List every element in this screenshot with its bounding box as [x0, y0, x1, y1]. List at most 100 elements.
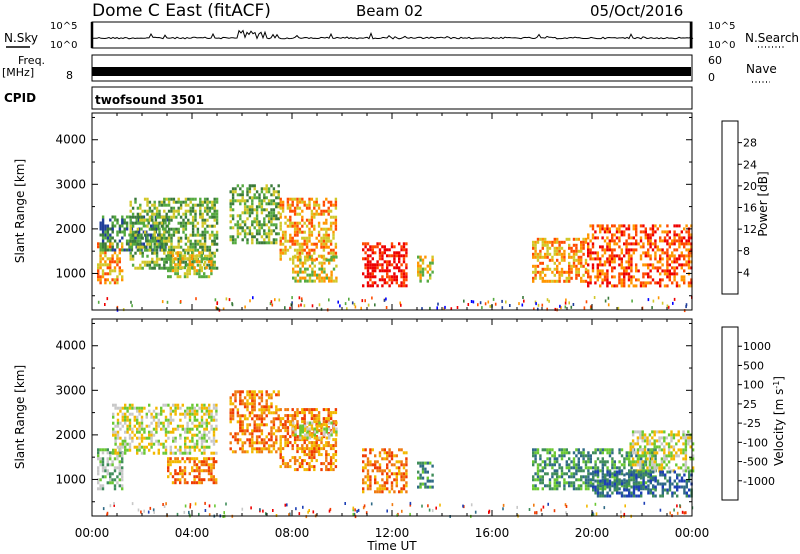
echo-cell	[301, 447, 304, 451]
echo-cell	[683, 473, 686, 477]
echo-cell	[613, 482, 616, 486]
echo-cell	[155, 430, 158, 434]
echo-cell	[289, 423, 292, 427]
echo-cell	[299, 436, 302, 440]
echo-cell	[320, 236, 323, 240]
echo-cell	[315, 245, 318, 249]
echo-cell	[604, 448, 607, 452]
echo-cell	[570, 246, 573, 250]
echo-cell	[174, 409, 177, 413]
echo-cell	[241, 196, 244, 200]
echo-cell	[625, 482, 628, 486]
echo-cell	[303, 447, 306, 451]
echo-cell	[191, 436, 194, 440]
echo-cell	[313, 444, 316, 448]
echo-cell	[211, 206, 214, 210]
echo-cell	[270, 420, 273, 424]
echo-cell	[570, 270, 573, 274]
echo-cell	[594, 251, 597, 255]
echo-cell	[587, 242, 590, 246]
echo-cell	[618, 460, 621, 464]
echo-cell	[618, 245, 621, 249]
echo-cell	[171, 475, 175, 479]
echo-cell	[381, 284, 384, 288]
echo-cell	[215, 424, 218, 428]
echo-cell	[660, 466, 664, 470]
echo-cell	[589, 457, 592, 461]
echo-cell	[388, 454, 391, 458]
echo-cell	[642, 224, 645, 228]
echo-cell	[381, 263, 384, 267]
echo-cell	[189, 233, 192, 237]
echo-cell	[649, 233, 652, 237]
echo-cell	[196, 233, 200, 237]
echo-cell	[641, 436, 644, 440]
echo-cell	[546, 264, 549, 268]
echo-cell	[532, 279, 535, 283]
echo-cell	[402, 260, 406, 264]
echo-cell	[301, 242, 304, 246]
echo-cell	[136, 436, 139, 440]
echo-cell	[284, 444, 287, 448]
echo-cell	[258, 390, 261, 394]
echo-cell	[277, 217, 280, 221]
echo-cell	[186, 430, 189, 434]
echo-cell	[553, 261, 556, 265]
echo-cell	[591, 263, 595, 267]
echo-cell	[113, 457, 117, 461]
echo-cell	[263, 417, 266, 421]
echo-cell	[281, 251, 285, 255]
echo-cell	[542, 505, 545, 509]
echo-cell	[502, 503, 505, 507]
echo-cell	[390, 451, 394, 455]
echo-cell	[589, 275, 592, 279]
echo-cell	[133, 424, 136, 428]
echo-cell	[335, 279, 338, 283]
echo-cell	[301, 465, 304, 469]
echo-cell	[601, 460, 604, 464]
echo-cell	[303, 459, 306, 463]
echo-cell	[659, 494, 662, 498]
echo-cell	[106, 233, 110, 237]
echo-cell	[599, 269, 602, 273]
echo-cell	[317, 414, 321, 418]
echo-cell	[161, 218, 165, 222]
echo-cell	[258, 447, 261, 451]
echo-cell	[630, 470, 633, 474]
echo-cell	[587, 466, 590, 470]
echo-cell	[315, 257, 318, 261]
echo-cell	[558, 240, 561, 244]
echo-cell	[253, 226, 256, 230]
echo-cell	[369, 248, 372, 252]
echo-cell	[680, 236, 683, 240]
echo-cell	[104, 245, 107, 249]
echo-cell	[676, 476, 679, 480]
echo-cell	[212, 406, 216, 410]
echo-cell	[123, 248, 126, 252]
echo-cell	[198, 430, 201, 434]
echo-cell	[165, 239, 168, 243]
echo-cell	[292, 427, 295, 431]
echo-cell	[320, 447, 323, 451]
echo-cell	[208, 233, 212, 237]
echo-cell	[294, 427, 297, 431]
echo-cell	[286, 441, 290, 445]
echo-cell	[641, 433, 644, 437]
echo-cell	[128, 424, 132, 428]
echo-cell	[381, 448, 384, 452]
echo-cell	[213, 236, 216, 240]
echo-cell	[548, 299, 550, 303]
echo-cell	[143, 209, 147, 213]
echo-cell	[572, 475, 576, 479]
echo-cell	[687, 430, 690, 434]
echo-cell	[236, 408, 240, 412]
echo-cell	[182, 248, 185, 252]
echo-cell	[187, 248, 190, 252]
echo-cell	[374, 463, 377, 467]
echo-cell	[383, 484, 386, 488]
echo-cell	[676, 511, 679, 515]
echo-cell	[213, 266, 216, 270]
echo-cell	[658, 448, 661, 452]
echo-cell	[366, 460, 370, 464]
echo-cell	[636, 457, 640, 461]
